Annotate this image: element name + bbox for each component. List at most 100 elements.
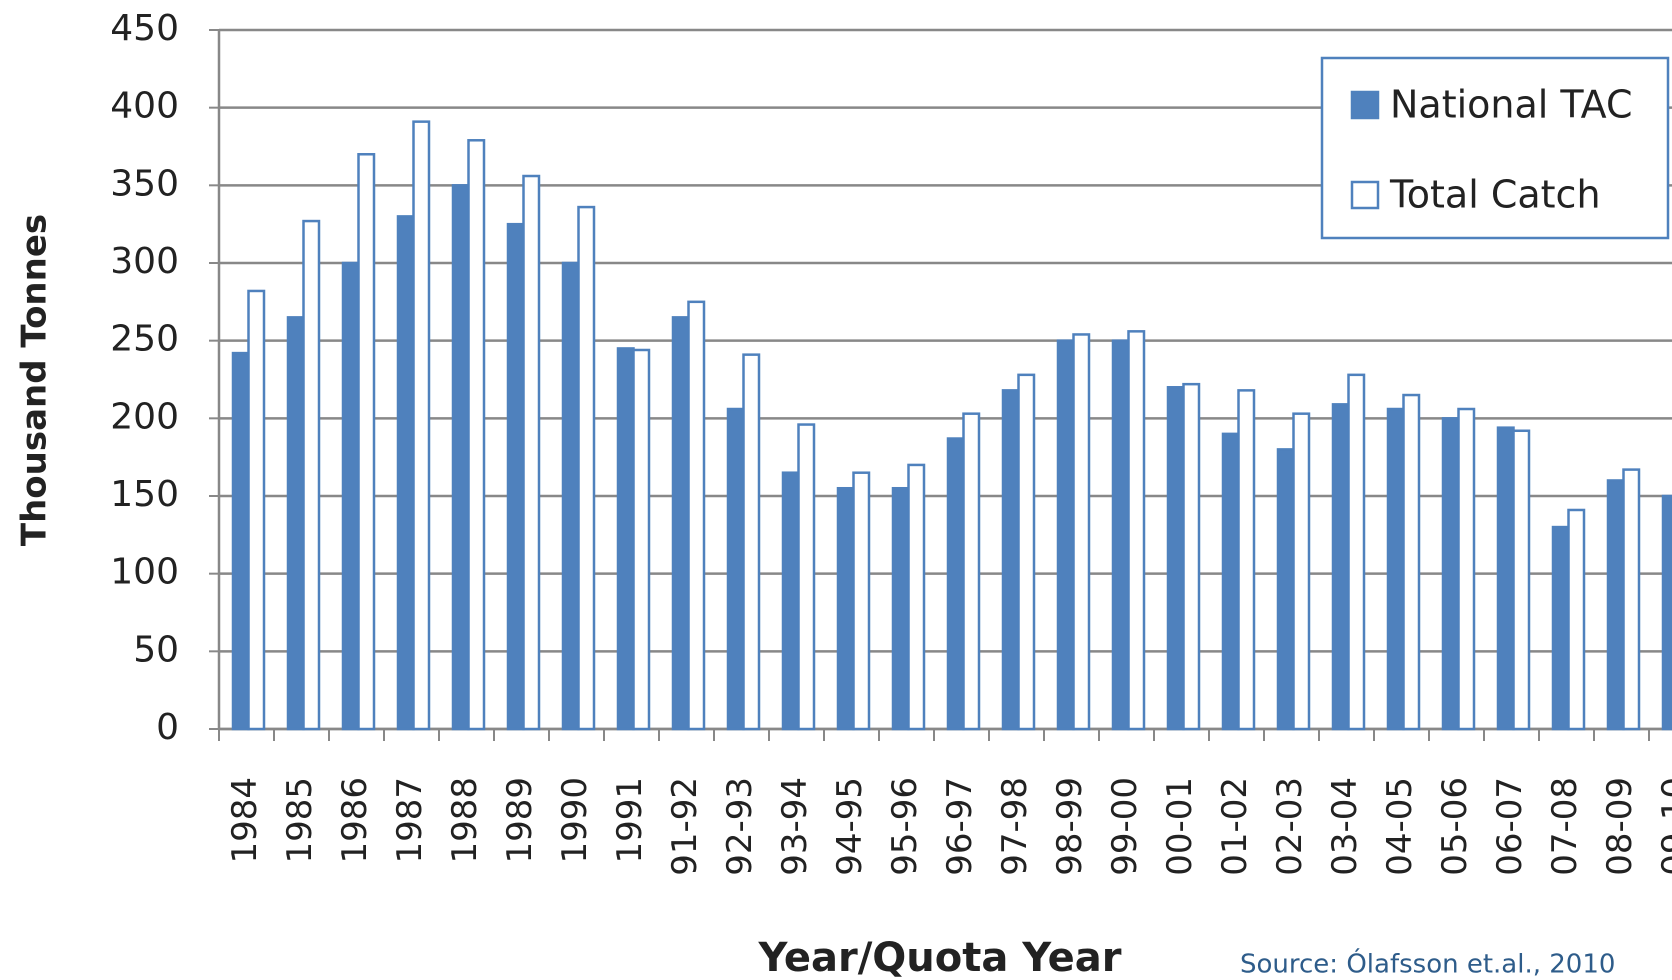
bar — [247, 289, 266, 731]
bar — [1441, 417, 1460, 731]
y-tick-label: 450 — [110, 8, 179, 49]
bar — [671, 316, 690, 731]
x-tick-label: 02-03 — [1270, 777, 1310, 876]
x-tick-label: 1991 — [610, 777, 650, 864]
x-tick-label: 00-01 — [1160, 777, 1200, 876]
legend-box — [1320, 56, 1670, 240]
bar — [1347, 373, 1366, 731]
x-tick-label: 1985 — [280, 777, 320, 864]
bar — [1237, 389, 1256, 731]
x-tick-label: 04-05 — [1380, 777, 1420, 876]
bar — [1292, 412, 1311, 731]
bar — [1551, 525, 1570, 731]
bar — [836, 486, 855, 731]
x-tick-label: 91-92 — [665, 777, 705, 876]
bar — [1001, 389, 1020, 731]
x-tick-label: 07-08 — [1545, 777, 1585, 876]
legend-label: Total Catch — [1389, 173, 1601, 217]
bar — [286, 316, 305, 731]
bar — [962, 412, 981, 731]
bar — [506, 222, 525, 731]
y-tick-label: 150 — [110, 474, 179, 515]
bar — [1276, 448, 1295, 731]
bar — [781, 471, 800, 731]
bar — [1331, 403, 1350, 731]
bar — [1402, 393, 1421, 731]
x-tick-label: 08-09 — [1600, 777, 1640, 876]
x-tick-label: 1987 — [390, 777, 430, 864]
x-tick-label: 03-04 — [1325, 777, 1365, 876]
bar — [1567, 508, 1586, 731]
bar — [1017, 373, 1036, 731]
legend-label: National TAC — [1390, 83, 1633, 127]
x-tick-label: 01-02 — [1215, 777, 1255, 876]
y-tick-label: 300 — [110, 241, 179, 282]
bar — [1496, 426, 1515, 731]
bar — [687, 300, 706, 731]
bar — [467, 139, 486, 731]
x-tick-label: 1990 — [555, 777, 595, 864]
x-tick-label: 96-97 — [940, 777, 980, 876]
x-tick-label: 06-07 — [1490, 777, 1530, 876]
source-note: Source: Ólafsson et.al., 2010 — [1240, 948, 1615, 980]
bar — [1512, 429, 1531, 731]
bar — [1457, 407, 1476, 731]
bar — [1127, 330, 1146, 731]
bar — [946, 437, 965, 731]
y-tick-label: 350 — [110, 163, 179, 204]
y-tick-label: 400 — [110, 86, 179, 127]
bar — [412, 120, 431, 731]
x-tick-label: 98-99 — [1050, 777, 1090, 876]
legend-swatch — [1350, 180, 1380, 210]
bar — [1606, 479, 1625, 731]
x-tick-label: 1988 — [445, 777, 485, 864]
x-tick-label: 1984 — [225, 777, 265, 864]
y-tick-label: 0 — [156, 707, 179, 748]
bar — [1386, 407, 1405, 731]
x-tick-label: 05-06 — [1435, 777, 1475, 876]
x-tick-label: 93-94 — [775, 777, 815, 876]
bar — [577, 205, 596, 731]
y-tick-label: 200 — [110, 396, 179, 437]
x-tick-label: 1989 — [500, 777, 540, 864]
x-tick-label: 09-10 — [1655, 777, 1672, 876]
bar — [726, 407, 745, 731]
bar — [742, 353, 761, 731]
bar — [396, 215, 415, 731]
bar — [907, 463, 926, 731]
y-tick-label: 250 — [110, 319, 179, 360]
bar — [1221, 432, 1240, 731]
bar — [1661, 494, 1672, 731]
x-tick-label: 1986 — [335, 777, 375, 864]
bar — [1056, 339, 1075, 731]
x-tick-label: 92-93 — [720, 777, 760, 876]
legend-swatch — [1350, 90, 1380, 120]
bar — [1072, 333, 1091, 731]
bar — [451, 184, 470, 731]
bar — [561, 261, 580, 731]
bar — [852, 471, 871, 731]
y-axis-label: Thousand Tonnes — [15, 214, 55, 546]
y-tick-label: 100 — [110, 552, 179, 593]
bar — [616, 347, 635, 731]
x-tick-label: 97-98 — [995, 777, 1035, 876]
bar — [797, 423, 816, 731]
bar — [341, 261, 360, 731]
bar — [231, 351, 250, 731]
bar — [1111, 339, 1130, 731]
bar — [1622, 468, 1641, 731]
bar — [891, 486, 910, 731]
x-axis-label: Year/Quota Year — [758, 935, 1122, 980]
bar — [1182, 382, 1201, 731]
bar — [357, 153, 376, 731]
bar — [1166, 386, 1185, 731]
x-tick-label: 99-00 — [1105, 777, 1145, 876]
bar — [522, 174, 541, 731]
legend: National TAC Total Catch — [1320, 56, 1670, 240]
y-tick-label: 50 — [133, 629, 179, 670]
bar — [632, 348, 651, 731]
x-tick-label: 94-95 — [830, 777, 870, 876]
bar — [302, 219, 321, 731]
